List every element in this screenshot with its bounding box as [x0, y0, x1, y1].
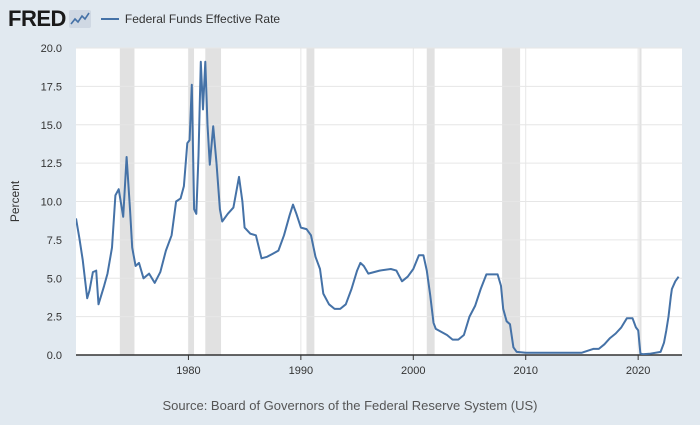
fred-chart-icon	[68, 10, 91, 28]
legend-line-swatch	[100, 18, 119, 20]
chart-header: FRED Federal Funds Effective Rate	[8, 6, 280, 32]
y-tick-label: 10.0	[41, 197, 62, 209]
legend-label[interactable]: Federal Funds Effective Rate	[124, 12, 281, 26]
legend: Federal Funds Effective Rate	[100, 12, 281, 26]
y-tick-label: 17.5	[41, 81, 62, 93]
y-tick-label: 2.5	[47, 312, 62, 324]
y-tick-label: 7.5	[47, 235, 62, 247]
series-line-federal-funds-rate	[76, 60, 680, 355]
y-tick-label: 12.5	[41, 158, 62, 170]
source-note: Source: Board of Governors of the Federa…	[162, 398, 538, 413]
x-tick-label: 2020	[626, 365, 650, 377]
y-tick-label: 20.0	[41, 43, 62, 55]
x-tick-label: 2000	[401, 365, 425, 377]
y-tick-label: 0.0	[47, 350, 62, 362]
y-axis-label: Percent	[8, 180, 22, 222]
fred-logo[interactable]: FRED	[8, 6, 66, 31]
y-tick-label: 5.0	[47, 273, 62, 285]
x-tick-label: 1980	[176, 365, 200, 377]
y-tick-label: 15.0	[41, 120, 62, 132]
x-tick-label: 1990	[289, 365, 313, 377]
x-tick-label: 2010	[513, 365, 537, 377]
